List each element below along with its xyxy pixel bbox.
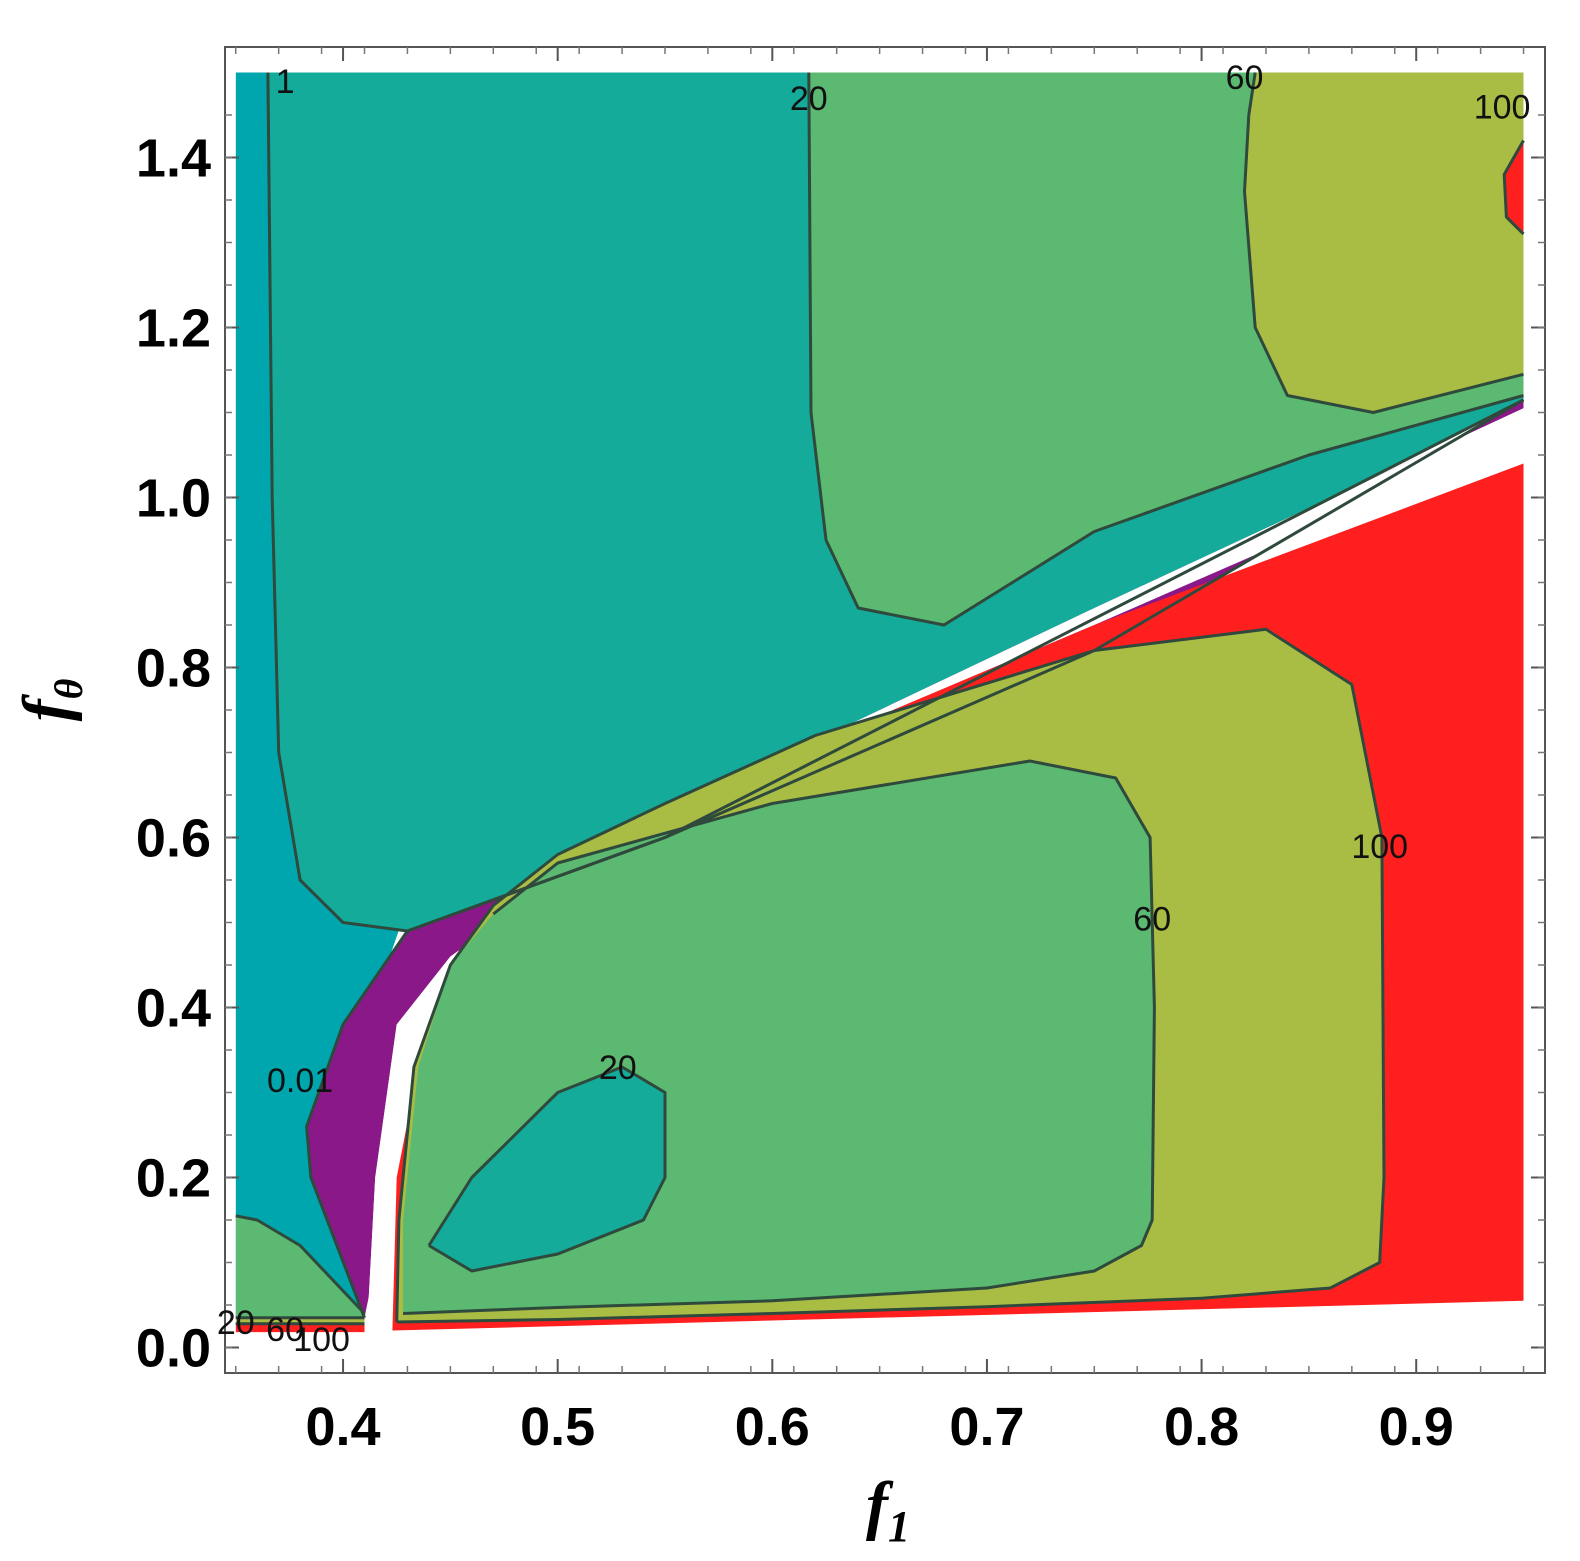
contour-regions xyxy=(225,47,1545,1373)
contour-20-upper xyxy=(807,72,1524,627)
y-tick-label: 1.0 xyxy=(136,469,211,529)
x-axis-title: f1 xyxy=(866,1469,910,1551)
y-axis-title: fθ xyxy=(10,678,91,721)
svg-text:fθ: fθ xyxy=(10,678,91,721)
x-tick-label: 0.8 xyxy=(1164,1397,1239,1457)
contour-100-upper xyxy=(1502,139,1525,236)
contour-label: 100 xyxy=(293,1321,350,1359)
y-tick-label: 0.2 xyxy=(136,1149,211,1209)
contour-lines xyxy=(235,72,1525,1326)
contour-label: 20 xyxy=(790,80,828,118)
x-tick-label: 0.4 xyxy=(306,1397,381,1457)
y-tick-label: 1.2 xyxy=(136,299,211,359)
y-tick-label: 0.4 xyxy=(136,979,211,1039)
contour-label: 0.01 xyxy=(267,1062,333,1100)
contour-20-lower xyxy=(427,1065,667,1273)
region-white-bottom xyxy=(225,1305,1545,1373)
axis-ticks: 0.4 0.5 0.6 0.7 0.8 0.9 0.0 0.2 0.4 0.6 0.8 1.0 1.2 1… xyxy=(136,47,1545,1457)
region-white-right-margin xyxy=(1525,47,1545,1373)
contour-label: 60 xyxy=(1226,59,1264,97)
x-tick-label: 0.6 xyxy=(735,1397,810,1457)
region-olive-upper xyxy=(1244,72,1524,413)
contour-label: 1 xyxy=(276,63,295,101)
region-white-top-margin xyxy=(225,47,1545,72)
region-red-corner xyxy=(235,1323,365,1333)
contour-100-lower xyxy=(395,627,1386,1324)
region-red-upper xyxy=(1504,140,1524,234)
y-tick-label: 1.4 xyxy=(136,129,211,189)
contour-label: 100 xyxy=(1351,828,1408,866)
contour-label: 20 xyxy=(599,1049,637,1087)
contour-20-corner xyxy=(235,1214,366,1315)
y-tick-label: 0.0 xyxy=(136,1319,211,1379)
contour-label: 60 xyxy=(266,1311,304,1349)
x-tick-label: 0.9 xyxy=(1379,1397,1454,1457)
x-tick-label: 0.7 xyxy=(949,1397,1024,1457)
x-tick-label: 0.5 xyxy=(520,1397,595,1457)
region-teal-lower xyxy=(428,1067,665,1271)
contour-60-lower xyxy=(403,759,1156,1315)
contour-label: 60 xyxy=(1133,900,1171,938)
region-green-corner xyxy=(235,1215,365,1318)
contour-60-upper xyxy=(1243,72,1524,414)
contour-0.01 xyxy=(305,398,1525,1319)
contour-label: 100 xyxy=(1474,89,1531,127)
y-tick-label: 0.6 xyxy=(136,809,211,869)
y-tick-label: 0.8 xyxy=(136,639,211,699)
svg-text:f1: f1 xyxy=(866,1469,910,1551)
contour-label: 20 xyxy=(217,1304,255,1342)
